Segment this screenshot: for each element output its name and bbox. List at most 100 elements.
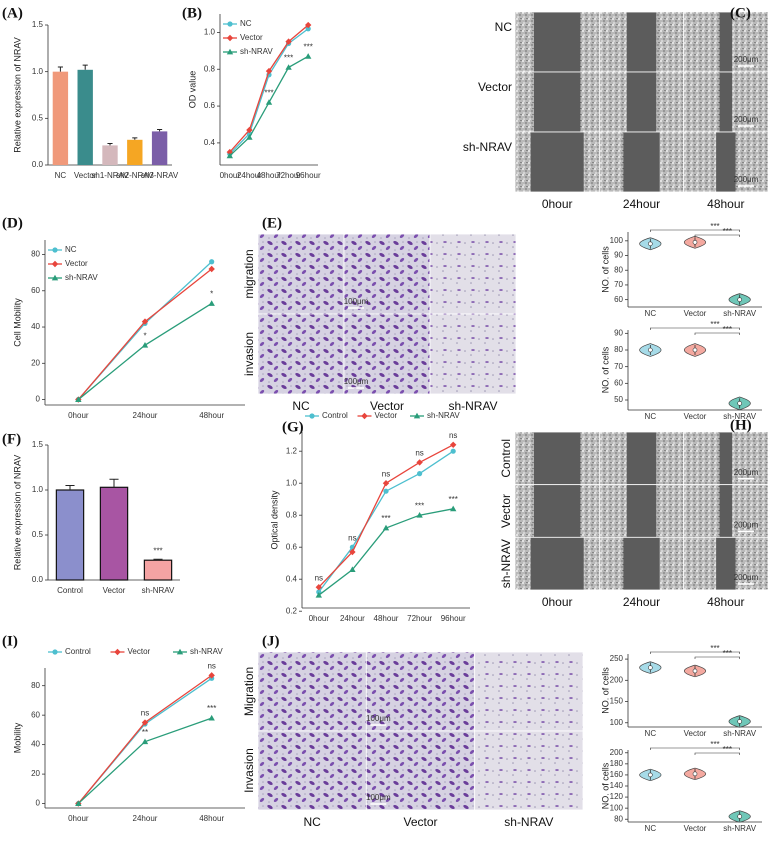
wound-gap — [626, 72, 657, 132]
panel-label: (D) — [2, 215, 23, 231]
significance-label: *** — [449, 495, 458, 504]
bracket-label: *** — [710, 222, 719, 231]
legend-label: sh-NRAV — [190, 647, 223, 656]
median-dot — [692, 668, 698, 674]
marker — [208, 300, 215, 306]
y-tick-label: 70 — [614, 280, 623, 289]
wound-gap — [530, 132, 584, 192]
y-tick-label: 140 — [610, 781, 624, 790]
wound-gap — [719, 12, 733, 72]
row-label: migration — [242, 249, 256, 298]
y-tick-label: 20 — [31, 769, 40, 778]
y-tick-label: 0.4 — [286, 574, 298, 583]
row-label: NC — [495, 20, 513, 34]
y-tick-label: 160 — [610, 770, 624, 779]
significance-label: ns — [141, 709, 149, 718]
row-label: Vector — [478, 80, 512, 94]
error-bar — [107, 143, 113, 146]
marker — [349, 566, 356, 572]
bracket — [650, 229, 740, 232]
wound-gap — [626, 484, 657, 538]
median-dot — [648, 347, 653, 353]
significance-label: ** — [142, 728, 148, 737]
y-axis-label: NO. of cells — [600, 246, 610, 293]
scale-bar-label: 200μm — [734, 55, 759, 64]
bar — [102, 145, 118, 165]
y-tick-label: 0.6 — [286, 542, 298, 551]
x-tick-label: sh-NRAV — [723, 729, 756, 738]
y-tick-label: 120 — [610, 792, 624, 801]
column-label: 0hour — [542, 595, 573, 609]
marker — [226, 152, 233, 159]
bracket-label: *** — [723, 325, 732, 334]
row-label: Vector — [499, 494, 513, 528]
y-tick-label: 1.5 — [32, 20, 44, 29]
row-label: sh-NRAV — [463, 140, 512, 154]
micrograph — [430, 314, 516, 394]
y-tick-label: 1.0 — [32, 485, 44, 494]
cell-border — [683, 131, 769, 193]
wound-gap — [719, 72, 733, 132]
marker — [382, 480, 390, 487]
legend-marker — [176, 648, 184, 655]
y-tick-label: 200 — [610, 675, 624, 684]
error-bar — [157, 129, 163, 132]
y-axis-label: Cell Mobility — [12, 298, 22, 347]
scale-bar-label: 100μm — [344, 297, 369, 306]
wound-gap — [623, 132, 660, 192]
micrograph — [258, 234, 344, 314]
legend-label: Control — [322, 411, 348, 420]
micrograph — [366, 731, 475, 810]
x-tick-label: Vector — [74, 171, 97, 180]
column-label: Vector — [403, 815, 437, 829]
median-dot — [692, 347, 698, 353]
legend-label: Vector — [240, 33, 263, 42]
error-bar — [82, 64, 88, 70]
x-tick-label: 0hour — [68, 814, 89, 823]
wound-gap — [719, 432, 733, 485]
marker — [209, 259, 215, 265]
bar — [127, 139, 143, 165]
y-tick-label: 0.8 — [204, 64, 216, 73]
marker — [246, 126, 253, 134]
y-tick-label: 0 — [36, 799, 41, 808]
bracket-label: *** — [723, 745, 732, 754]
x-tick-label: sh-NRAV — [723, 412, 756, 421]
wound-gap — [623, 537, 660, 590]
significance-label: *** — [304, 42, 313, 51]
y-tick-label: 60 — [31, 286, 40, 295]
median-dot — [692, 239, 698, 245]
y-tick-label: 90 — [614, 251, 623, 260]
marker — [285, 64, 292, 70]
wound-gap — [719, 484, 733, 538]
bar — [77, 69, 93, 165]
y-tick-label: 0 — [36, 395, 41, 404]
panel-label: (A) — [2, 5, 23, 21]
scale-bar-label: 200μm — [734, 115, 759, 124]
y-tick-label: 90 — [614, 328, 623, 337]
y-tick-label: 100 — [610, 718, 624, 727]
y-tick-label: 1.2 — [286, 446, 298, 455]
x-tick-label: sh3-NRAV — [141, 171, 179, 180]
x-tick-label: 24hour — [340, 614, 365, 623]
marker — [305, 21, 312, 29]
median-dot — [648, 241, 653, 247]
bracket-label: *** — [723, 227, 732, 236]
marker — [416, 459, 423, 466]
scale-bar-label: 100μm — [366, 714, 391, 723]
significance-label: ns — [449, 431, 457, 440]
x-tick-label: 48hour — [374, 614, 399, 623]
marker — [141, 341, 149, 348]
y-axis-label: Relative expression of NRAV — [12, 37, 22, 152]
x-tick-label: 24hour — [133, 814, 158, 823]
y-tick-label: 0.8 — [286, 510, 298, 519]
x-tick-label: sh-NRAV — [723, 309, 756, 318]
marker — [383, 488, 389, 494]
legend-marker — [226, 34, 234, 42]
wound-gap — [533, 12, 581, 72]
marker — [75, 396, 82, 402]
error-bar — [109, 478, 119, 488]
marker — [305, 26, 311, 32]
column-label: 24hour — [623, 197, 660, 211]
